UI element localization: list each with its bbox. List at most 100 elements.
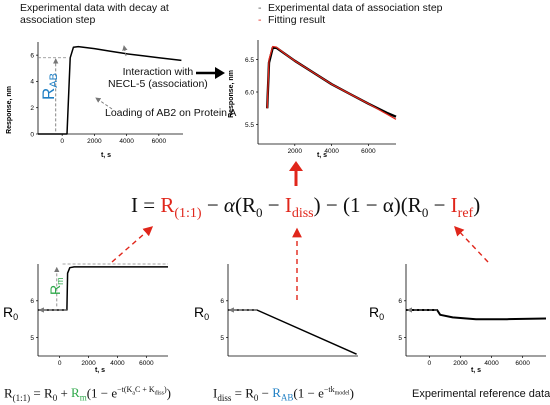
bottom-middle-chart: 65 R0 bbox=[194, 264, 358, 357]
y-tick-label: 2 bbox=[30, 105, 34, 112]
f2-rab-main: R bbox=[272, 385, 281, 401]
eq-r11: R(1:1) bbox=[160, 193, 201, 221]
x-tick-label: 6000 bbox=[139, 360, 154, 367]
f1-rest: (1 − e bbox=[86, 385, 118, 401]
x-tick-label: 6000 bbox=[152, 138, 167, 145]
bl-r0-label: R0 bbox=[3, 304, 18, 322]
x-tick-label: 2000 bbox=[87, 138, 102, 145]
eq-minus2: − bbox=[267, 193, 280, 217]
eq-one-minus-alpha: (1 − α) bbox=[342, 193, 401, 217]
y-tick-label: 5 bbox=[398, 335, 402, 342]
x-tick-label: 4000 bbox=[119, 138, 134, 145]
x-tick-label: 0 bbox=[428, 360, 432, 367]
tl-xlabel: t, s bbox=[101, 152, 111, 159]
y-tick-label: 6.0 bbox=[245, 89, 254, 96]
f1-exp-a: −t(K bbox=[117, 385, 133, 394]
x-tick-label: 0 bbox=[60, 138, 64, 145]
top-right-chart: Response, nm 2000 4000 6000 6.5 6.0 5.5 t, s bbox=[228, 40, 397, 159]
dashed-arrow-right bbox=[454, 225, 489, 263]
eq-r0: R bbox=[241, 193, 256, 217]
x-tick-label: 4000 bbox=[484, 360, 499, 367]
formula-r11: R(1:1) = R0 + Rm(1 − e−t(KaC + Kdiss)) bbox=[4, 385, 171, 403]
loading-annotation: Loading of AB2 on Protein A bbox=[105, 107, 237, 119]
series-line bbox=[406, 309, 547, 321]
f2-minus: − bbox=[258, 385, 273, 401]
eq-equals: = bbox=[143, 193, 156, 217]
f1-plus: + bbox=[57, 385, 72, 401]
f2-r0: R bbox=[245, 385, 254, 401]
f1-exp-end: ) bbox=[163, 385, 167, 394]
y-tick-label: 0 bbox=[30, 131, 34, 138]
bl-rm-sub: m bbox=[55, 277, 65, 285]
f1-r0: R bbox=[44, 385, 53, 401]
tr-plot: 2000 4000 6000 6.5 6.0 5.5 bbox=[245, 40, 397, 155]
eq-r0-sub: 0 bbox=[255, 205, 263, 221]
bm-r0-label: R0 bbox=[194, 304, 209, 322]
f1-eq: = bbox=[30, 385, 45, 401]
bm-r0-sub: 0 bbox=[204, 312, 209, 322]
legend-fit-icon: - bbox=[258, 14, 262, 26]
bm-r0-main: R bbox=[194, 304, 204, 320]
eq-open2: ( bbox=[400, 193, 408, 217]
y-tick-label: 6 bbox=[220, 298, 224, 305]
legend-fit-label: Fitting result bbox=[268, 14, 326, 26]
reference-caption: Experimental reference data bbox=[412, 388, 550, 400]
eq-iref-sub: ref bbox=[457, 206, 474, 222]
f2-r0-sub: 0 bbox=[253, 392, 259, 403]
br-plot: 0 2000 4000 6000 6 5 bbox=[398, 264, 547, 367]
f1-exp-mid: C + K bbox=[135, 385, 155, 394]
dashed-arrow-left bbox=[111, 226, 154, 263]
top-left-caption-line2: association step bbox=[20, 14, 96, 26]
x-tick-label: 2000 bbox=[288, 148, 303, 155]
x-tick-label: 6000 bbox=[361, 148, 376, 155]
eq-iref-main: I bbox=[450, 193, 458, 217]
eq-close1: ) bbox=[313, 193, 321, 217]
tl-r-ab-sub: AB bbox=[48, 73, 60, 88]
eq-r0b-sub: 0 bbox=[421, 205, 429, 221]
up-arrow-icon bbox=[289, 161, 303, 186]
top-left-chart: Response, nm 0 2000 4000 6000 6 4 2 0 RAB t, s bbox=[6, 42, 183, 159]
bl-rm-label: Rm bbox=[47, 277, 65, 295]
tl-r-ab-label: RAB bbox=[39, 73, 60, 100]
f2-lhs: I bbox=[213, 385, 218, 401]
f2-eq: = bbox=[231, 385, 246, 401]
f2-exp-a: −tk bbox=[323, 385, 335, 394]
main-equation: I = R(1:1) − α(R0 − Idiss) − (1 − α)(R0 … bbox=[131, 193, 480, 222]
tl-plot: 0 2000 4000 6000 6 4 2 0 bbox=[30, 42, 183, 145]
eq-open1: ( bbox=[234, 193, 242, 217]
f1-rm: Rm bbox=[71, 385, 87, 403]
y-tick-label: 6 bbox=[398, 298, 402, 305]
top-left-caption: Experimental data with decay at associat… bbox=[20, 2, 169, 26]
x-tick-label: 6000 bbox=[515, 360, 530, 367]
f2-rest: (1 − e bbox=[293, 385, 324, 401]
f2-rab-sub: AB bbox=[280, 392, 294, 403]
legend-item-data: - Experimental data of association step bbox=[258, 2, 443, 14]
eq-idiss-sub: diss bbox=[291, 206, 314, 222]
bm-plot: 65 bbox=[220, 264, 358, 357]
y-tick-label: 6.5 bbox=[245, 57, 254, 64]
f1-close: ) bbox=[166, 385, 171, 401]
y-tick-label: 5.5 bbox=[245, 122, 254, 129]
interaction-annotation: Interaction with NECL-5 (association) bbox=[108, 66, 208, 90]
tr-ylabel: Response, nm bbox=[228, 70, 235, 118]
eq-idiss: Idiss bbox=[285, 193, 314, 221]
series-line bbox=[228, 309, 357, 355]
eq-minus3: − bbox=[325, 193, 338, 217]
f2-exp-sub: model bbox=[334, 390, 350, 397]
formula-idiss: Idiss = R0 − RAB(1 − e−tkmodel) bbox=[213, 385, 354, 403]
legend: - Experimental data of association step -… bbox=[258, 2, 443, 26]
f2-close: ) bbox=[349, 385, 354, 401]
f2-lhs-sub: diss bbox=[217, 392, 232, 403]
f1-lhs: R bbox=[4, 385, 13, 401]
tl-ylabel: Response, nm bbox=[6, 86, 13, 134]
tl-loading-arrow bbox=[95, 97, 113, 110]
series-line bbox=[266, 45, 397, 120]
eq-close2: ) bbox=[473, 193, 481, 217]
bl-rm-main: R bbox=[47, 285, 63, 295]
f1-exp-sub2: diss bbox=[154, 390, 164, 397]
f1-exp: −t(KaC + Kdiss) bbox=[117, 385, 167, 397]
x-tick-label: 4000 bbox=[324, 148, 339, 155]
f1-r0-sub: 0 bbox=[52, 392, 58, 403]
